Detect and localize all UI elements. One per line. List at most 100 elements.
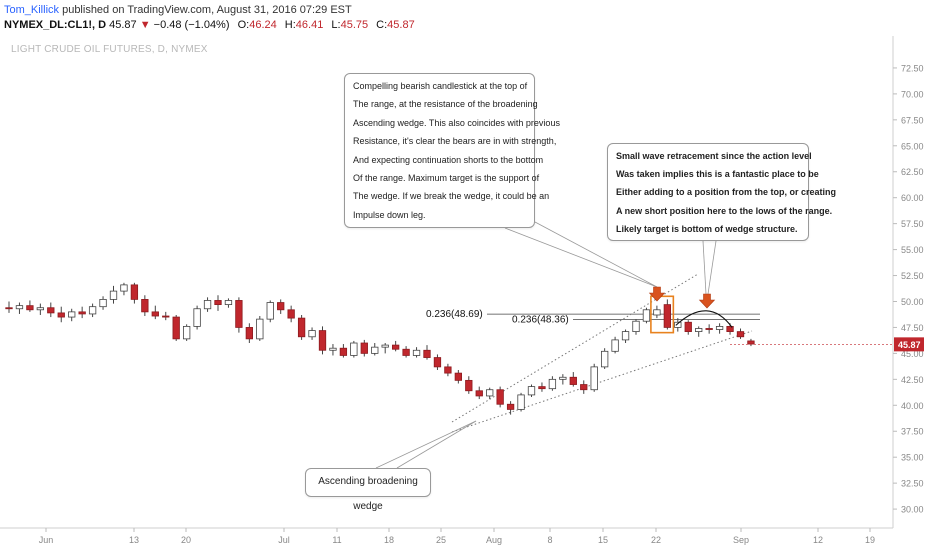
candle-body bbox=[391, 344, 400, 350]
candle-body bbox=[297, 317, 306, 338]
candle-body bbox=[663, 304, 671, 328]
change-down-icon: ▼ bbox=[139, 19, 151, 31]
callout-line: The wedge. If we break the wedge, it cou… bbox=[353, 191, 550, 202]
down-arrow-icon bbox=[698, 293, 716, 309]
candle-body bbox=[57, 312, 65, 318]
callout-line: Likely target is bottom of wedge structu… bbox=[616, 223, 798, 234]
callout-line: Ascending wedge. This also coincides wit… bbox=[353, 117, 560, 128]
candle-body bbox=[277, 302, 285, 311]
candle-body bbox=[465, 379, 473, 392]
candle-body bbox=[726, 326, 734, 332]
callout-wave-retracement: Small wave retracement since the action … bbox=[607, 143, 837, 241]
candle-body bbox=[736, 331, 745, 338]
callout-pointer-2b bbox=[707, 240, 717, 295]
candle-body bbox=[590, 366, 598, 391]
candle-body bbox=[5, 307, 13, 310]
callout-line: Either adding to a position from the top… bbox=[616, 187, 837, 198]
y-tick-label: 40.00 bbox=[901, 401, 924, 411]
callout-pointer-1b bbox=[504, 227, 658, 288]
candle-body bbox=[632, 320, 640, 332]
candle-body bbox=[580, 384, 588, 391]
candle-body bbox=[109, 290, 118, 300]
y-tick-label: 67.50 bbox=[901, 115, 924, 125]
candle-body bbox=[695, 328, 703, 332]
candle-body bbox=[642, 309, 651, 322]
candle-body bbox=[423, 349, 431, 358]
candle-body bbox=[444, 366, 452, 374]
low-value: 45.75 bbox=[340, 19, 369, 31]
candle-body bbox=[235, 300, 243, 328]
y-tick-label: 37.50 bbox=[901, 427, 924, 437]
y-tick-label: 35.00 bbox=[901, 453, 924, 463]
y-tick-label: 70.00 bbox=[901, 89, 924, 99]
candle-body bbox=[381, 344, 389, 348]
y-tick-label: 32.50 bbox=[901, 479, 924, 489]
fib-label-1: 0.236(48.69) bbox=[426, 309, 483, 320]
callout-pointer-3a bbox=[375, 420, 477, 469]
candle-body bbox=[517, 394, 525, 410]
x-tick-label: Aug bbox=[486, 535, 502, 545]
candle-body bbox=[162, 315, 170, 318]
y-tick-label: 52.50 bbox=[901, 271, 924, 281]
candle-body bbox=[88, 306, 97, 315]
y-tick-label: 55.00 bbox=[901, 245, 924, 255]
x-tick-label: 25 bbox=[436, 535, 446, 545]
x-tick-label: Jun bbox=[39, 535, 54, 545]
author-link[interactable]: Tom_Killick bbox=[4, 4, 60, 16]
y-tick-label: 60.00 bbox=[901, 193, 924, 203]
candle-body bbox=[329, 347, 337, 351]
x-tick-label: 11 bbox=[332, 535, 341, 545]
y-tick-label: 45.00 bbox=[901, 349, 924, 359]
candle-body bbox=[653, 309, 661, 316]
callout-pointer-1a bbox=[534, 221, 658, 288]
candle-body bbox=[287, 309, 295, 319]
last-price: 45.87 bbox=[109, 19, 137, 31]
wedge-lower-line bbox=[451, 330, 753, 433]
candle-body bbox=[674, 321, 682, 328]
down-arrow-icon bbox=[648, 286, 666, 302]
callout-line: Impulse down leg. bbox=[353, 209, 426, 220]
candle-body bbox=[245, 327, 254, 340]
candle-body bbox=[506, 403, 515, 410]
candle-body bbox=[360, 342, 368, 354]
symbol-name: NYMEX_DL:CL1!, D bbox=[4, 19, 107, 31]
x-tick-label: 22 bbox=[651, 535, 661, 545]
callout-bearish-candle: Compelling bearish candlestick at the to… bbox=[344, 73, 560, 228]
symbol-line: NYMEX_DL:CL1!, D 45.87 ▼ −0.48 (−1.04%) … bbox=[4, 19, 415, 31]
highlight-box bbox=[650, 295, 675, 334]
y-tick-label: 57.50 bbox=[901, 219, 924, 229]
close-label: C: bbox=[376, 19, 388, 31]
candle-body bbox=[151, 311, 159, 317]
candle-body bbox=[569, 376, 577, 385]
x-tick-label: Sep bbox=[733, 535, 749, 545]
y-tick-label: 65.00 bbox=[901, 141, 924, 151]
callout-line: Resistance, it's clear the bears are in … bbox=[353, 136, 557, 147]
candle-body bbox=[621, 331, 630, 341]
candle-body bbox=[350, 342, 358, 356]
candle-body bbox=[15, 305, 24, 310]
y-tick-label: 30.00 bbox=[901, 505, 924, 515]
candle-body bbox=[78, 311, 86, 315]
candle-body bbox=[548, 378, 557, 390]
candle-body bbox=[203, 300, 212, 310]
open-label: O: bbox=[237, 19, 250, 31]
callout-line: A new short position here to the lows of… bbox=[616, 205, 833, 216]
candle-body bbox=[130, 284, 139, 300]
x-tick-label: 12 bbox=[813, 535, 823, 545]
x-tick-label: 20 bbox=[181, 535, 191, 545]
chart-watermark: LIGHT CRUDE OIL FUTURES, D, NYMEX bbox=[11, 44, 208, 55]
candle-body bbox=[224, 300, 233, 306]
open-value: 46.24 bbox=[249, 19, 277, 31]
candle-body bbox=[412, 349, 421, 356]
candle-body bbox=[141, 299, 149, 313]
callout-line: The range, at the resistance of the broa… bbox=[353, 99, 538, 110]
retracement-arc bbox=[675, 310, 733, 328]
candle-body bbox=[266, 302, 274, 320]
callout-pointer-2a bbox=[702, 240, 707, 295]
x-tick-label: 13 bbox=[129, 535, 139, 545]
x-tick-label: 15 bbox=[598, 535, 608, 545]
y-tick-label: 47.50 bbox=[901, 323, 924, 333]
callout-line: And expecting continuation shorts to the… bbox=[353, 154, 544, 165]
